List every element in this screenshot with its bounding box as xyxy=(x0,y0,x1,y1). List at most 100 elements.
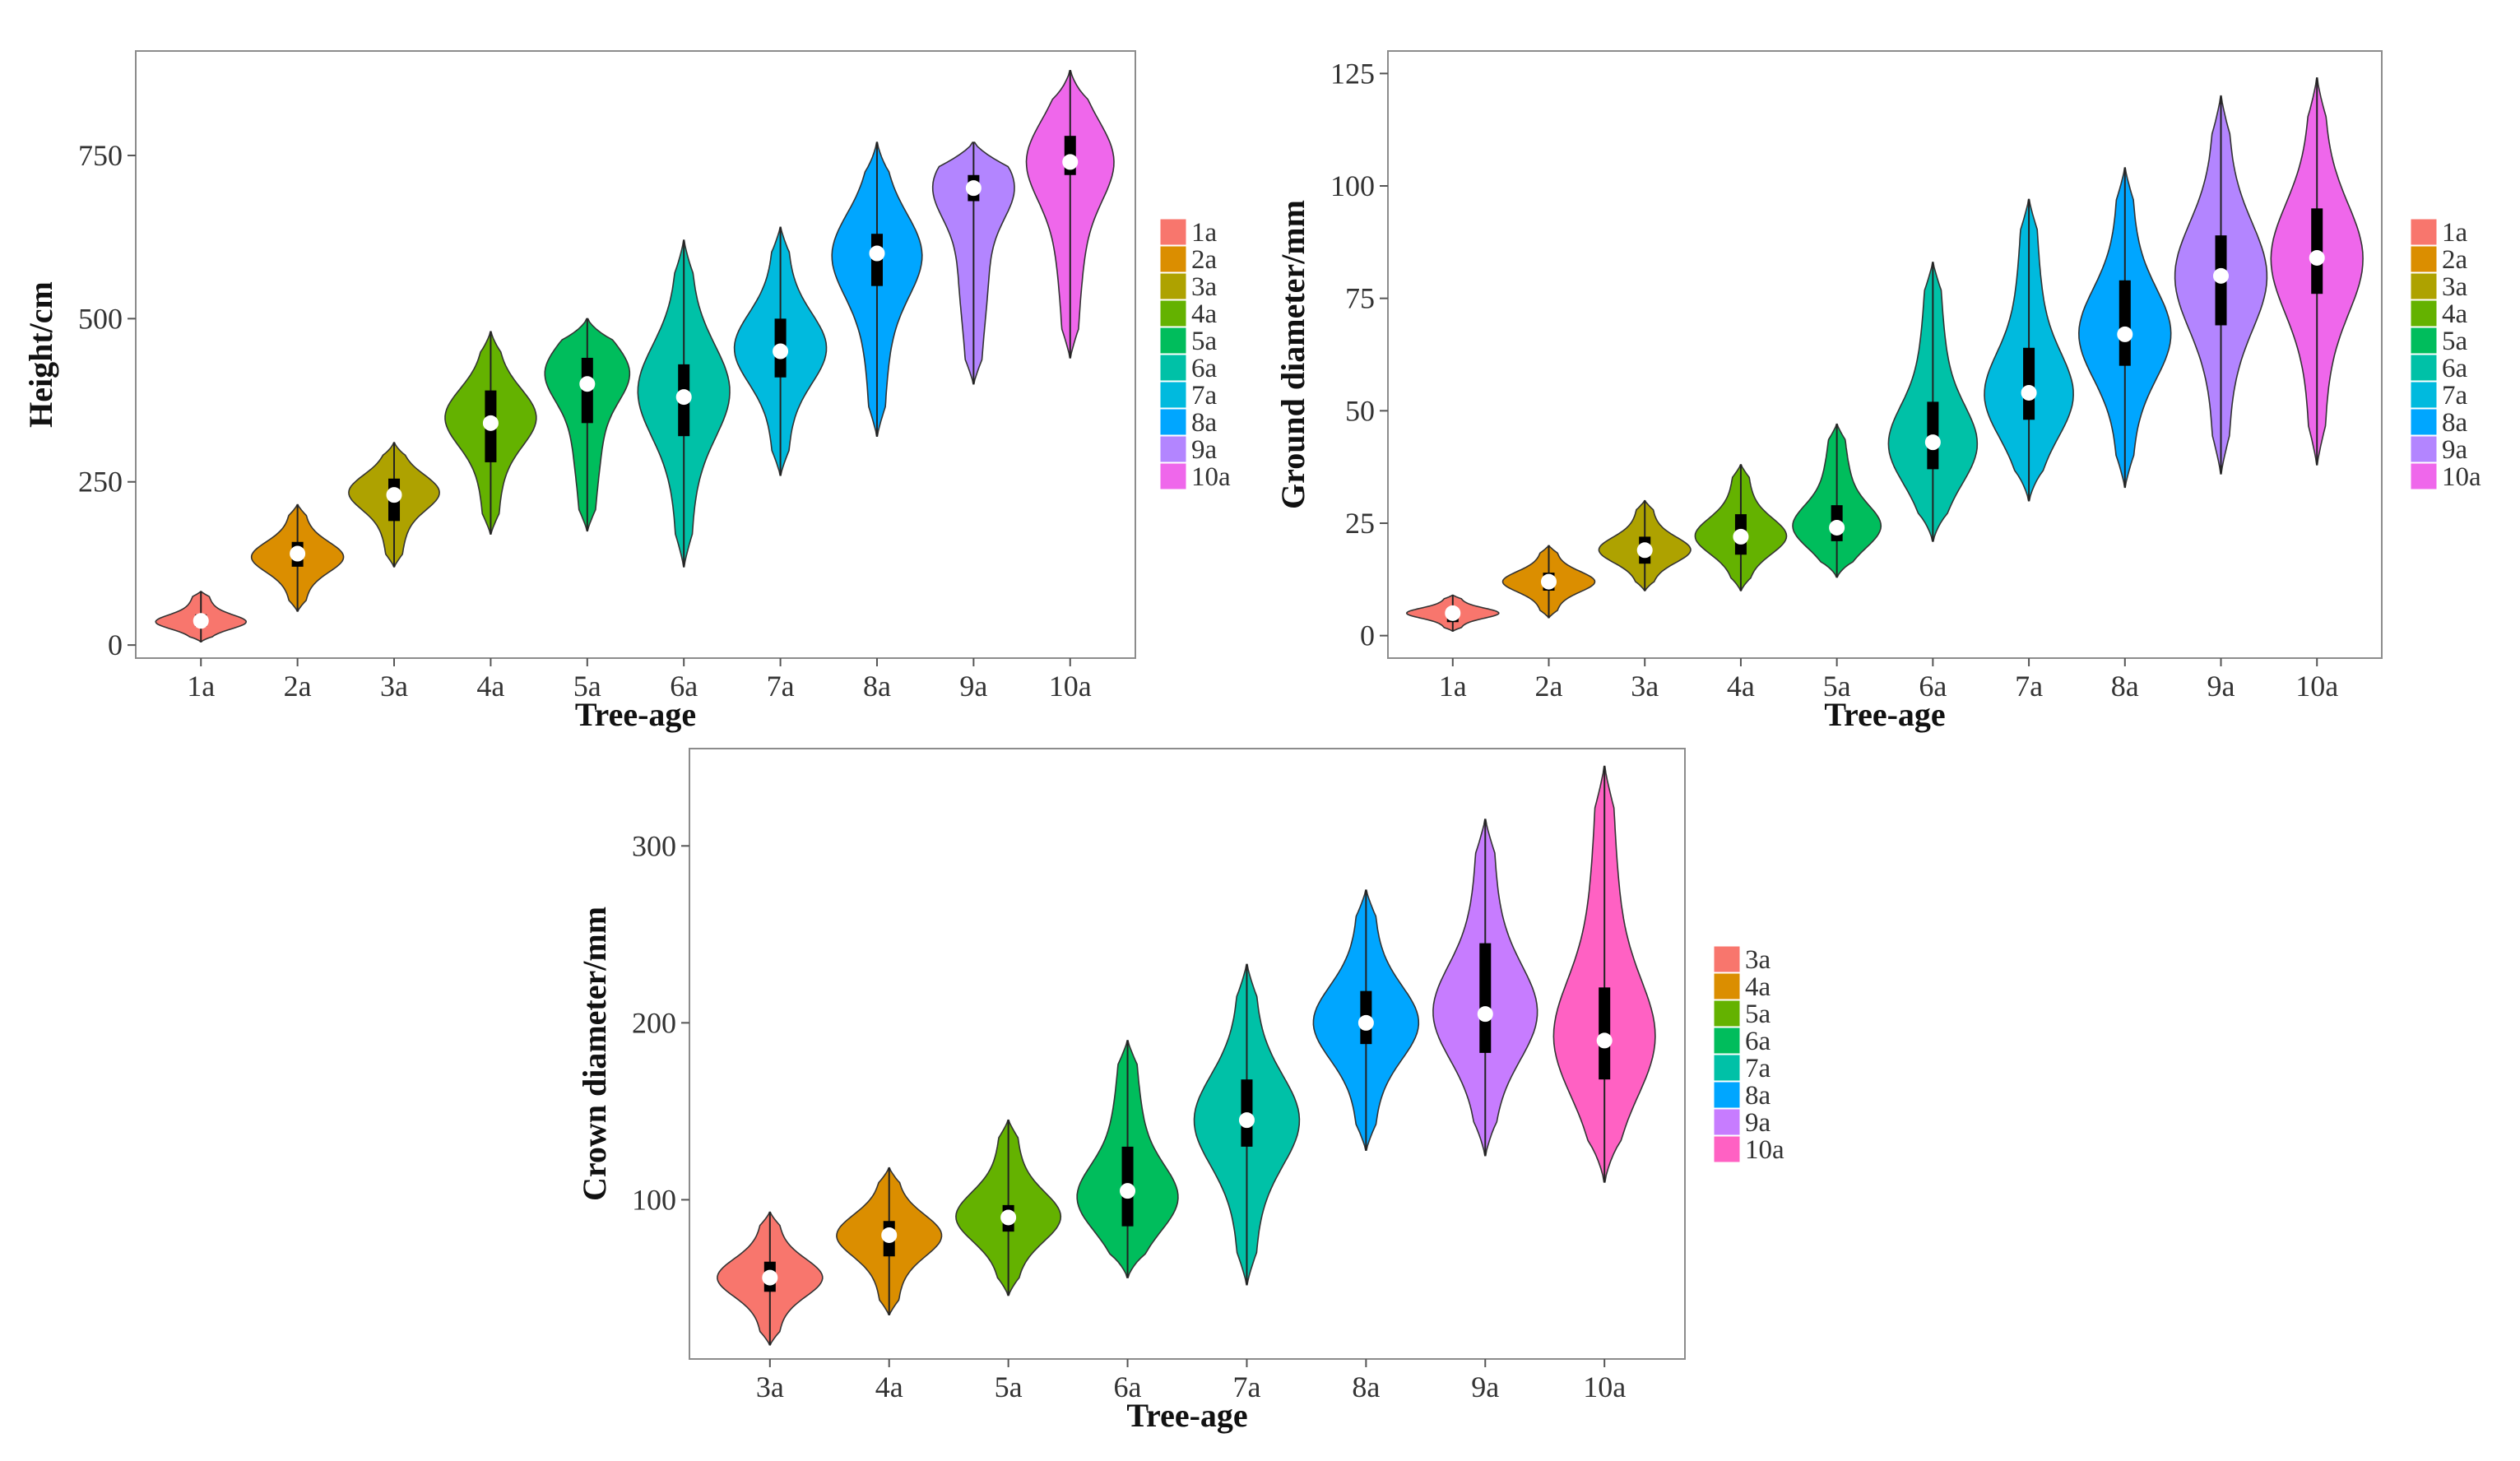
y-tick-label: 0 xyxy=(1360,619,1375,652)
legend-label: 4a xyxy=(1745,972,1771,1002)
median-point xyxy=(2117,326,2133,342)
median-point xyxy=(1596,1032,1613,1049)
legend-swatch xyxy=(1159,408,1187,436)
x-axis-title: Tree-age xyxy=(575,696,696,733)
median-point xyxy=(386,487,402,503)
legend-swatch xyxy=(1159,327,1187,355)
legend-swatch xyxy=(2410,354,2438,382)
median-point xyxy=(1477,1006,1493,1023)
violin-3a xyxy=(717,1211,824,1346)
y-axis-title: Crown diameter/mm xyxy=(576,907,613,1201)
x-tick-label: 9a xyxy=(2207,670,2235,703)
x-tick-label: 2a xyxy=(284,670,312,703)
legend-label: 8a xyxy=(2442,408,2468,438)
y-tick-label: 50 xyxy=(1345,394,1375,427)
median-point xyxy=(1540,573,1557,590)
violin-1a xyxy=(155,591,248,643)
violin-6a xyxy=(1076,1040,1179,1278)
y-tick-label: 100 xyxy=(632,1183,676,1216)
x-tick-label: 3a xyxy=(756,1371,784,1403)
legend-swatch xyxy=(1713,1081,1741,1109)
legend-swatch xyxy=(2410,299,2438,327)
violin-4a xyxy=(444,331,537,536)
legend-swatch xyxy=(1713,945,1741,973)
legend-swatch xyxy=(1713,1027,1741,1055)
legend-label: 6a xyxy=(1191,354,1218,383)
median-point xyxy=(2213,267,2230,284)
violin-10a xyxy=(2270,77,2364,466)
y-tick-label: 125 xyxy=(1330,57,1375,90)
legend-swatch xyxy=(2410,381,2438,409)
legend-label: 6a xyxy=(2442,354,2468,383)
violin-7a xyxy=(733,226,828,476)
iqr-box xyxy=(2023,347,2035,420)
legend-label: 5a xyxy=(1191,327,1218,356)
legend-label: 3a xyxy=(1191,272,1218,302)
median-point xyxy=(1733,528,1749,545)
violin-5a xyxy=(544,318,631,532)
violin-7a xyxy=(1193,963,1301,1286)
y-tick-label: 250 xyxy=(78,466,123,499)
x-tick-label: 2a xyxy=(1535,670,1563,703)
x-tick-label: 10a xyxy=(1049,670,1092,703)
legend-swatch xyxy=(2410,435,2438,463)
x-tick-label: 7a xyxy=(767,670,795,703)
violin-1a xyxy=(1405,594,1500,633)
legend-swatch xyxy=(2410,327,2438,355)
x-tick-label: 4a xyxy=(875,1371,903,1403)
median-point xyxy=(482,415,499,431)
violin-8a xyxy=(831,141,923,438)
violin-6a xyxy=(1887,262,1979,542)
y-tick-label: 200 xyxy=(632,1006,676,1039)
x-tick-label: 8a xyxy=(2111,670,2139,703)
median-point xyxy=(1000,1209,1017,1226)
legend-label: 7a xyxy=(1191,381,1218,410)
violin-8a xyxy=(2077,167,2172,489)
legend-label: 4a xyxy=(2442,299,2468,329)
median-point xyxy=(675,389,692,406)
legend-label: 8a xyxy=(1745,1081,1771,1111)
median-point xyxy=(290,545,306,562)
legend-swatch xyxy=(1159,354,1187,382)
violin-9a xyxy=(931,141,1015,385)
legend-label: 9a xyxy=(1745,1108,1771,1138)
iqr-box xyxy=(2119,280,2131,366)
x-tick-label: 5a xyxy=(1823,670,1851,703)
violin-3a xyxy=(1598,499,1692,591)
legend-swatch xyxy=(1159,245,1187,273)
median-point xyxy=(1238,1112,1255,1129)
y-tick-label: 300 xyxy=(632,829,676,862)
violin-7a xyxy=(1984,198,2074,502)
x-tick-label: 7a xyxy=(2015,670,2043,703)
legend-label: 2a xyxy=(1191,245,1218,275)
median-point xyxy=(1829,519,1845,536)
legend-swatch xyxy=(1713,1135,1741,1163)
violin-6a xyxy=(637,239,731,568)
x-tick-label: 1a xyxy=(1439,670,1467,703)
violin-9a xyxy=(1432,819,1538,1157)
legend-label: 9a xyxy=(1191,435,1218,465)
y-tick-label: 750 xyxy=(78,139,123,172)
legend-label: 2a xyxy=(2442,245,2468,275)
x-tick-label: 10a xyxy=(2295,670,2338,703)
legend-label: 9a xyxy=(2442,435,2468,465)
x-axis-title: Tree-age xyxy=(1126,1397,1247,1434)
median-point xyxy=(2021,384,2037,401)
legend-swatch xyxy=(1159,272,1187,300)
x-tick-label: 6a xyxy=(1919,670,1947,703)
violin-2a xyxy=(250,503,345,612)
violin-2a xyxy=(1501,545,1596,619)
x-tick-label: 6a xyxy=(670,670,698,703)
legend-swatch xyxy=(2410,218,2438,246)
y-tick-label: 0 xyxy=(108,628,123,661)
violin-5a xyxy=(955,1119,1062,1296)
x-tick-label: 4a xyxy=(476,670,504,703)
x-tick-label: 3a xyxy=(380,670,408,703)
x-tick-label: 4a xyxy=(1727,670,1755,703)
legend-swatch xyxy=(1159,218,1187,246)
iqr-box xyxy=(1479,943,1492,1053)
x-tick-label: 8a xyxy=(1352,1371,1380,1403)
